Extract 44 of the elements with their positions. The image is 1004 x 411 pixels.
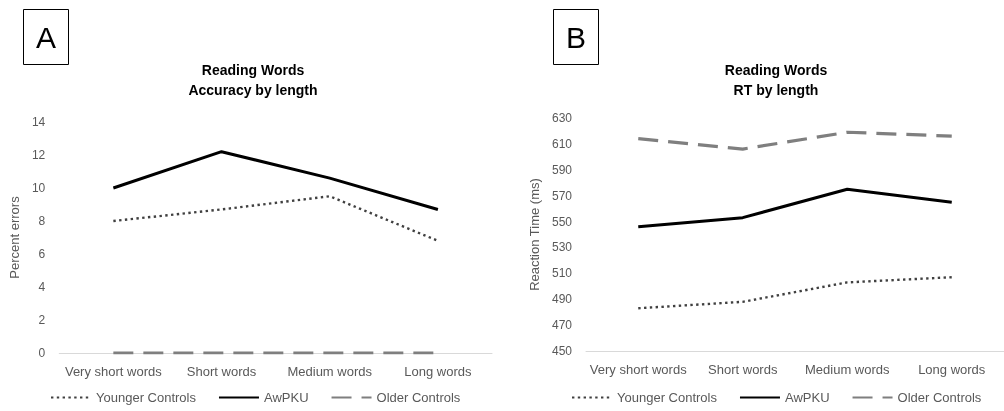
y-tick-label: 14 <box>31 115 46 129</box>
y-tick-label: 510 <box>551 266 573 281</box>
y-tick-label: 6 <box>38 247 46 261</box>
x-tick-label: Medium words <box>287 364 373 379</box>
y-tick-label: 610 <box>551 136 573 151</box>
y-tick-label: 470 <box>551 318 573 333</box>
chart-title: Reading Words <box>724 62 828 78</box>
x-tick-label: Very short words <box>589 362 688 377</box>
y-tick-label: 12 <box>31 148 46 162</box>
y-tick-label: 8 <box>38 214 46 228</box>
x-tick-label: Short words <box>186 364 257 379</box>
y-tick-label: 530 <box>551 240 573 255</box>
chart-title: Reading Words <box>201 62 305 78</box>
y-tick-label: 0 <box>38 346 46 360</box>
y-tick-label: 630 <box>551 111 573 125</box>
line-series <box>636 187 954 229</box>
y-tick-label: 590 <box>551 162 573 177</box>
legend-label: AwPKU <box>784 390 830 405</box>
text: A <box>36 20 57 54</box>
chart-subtitle: Accuracy by length <box>188 82 318 98</box>
x-tick-label: Long words <box>404 364 473 379</box>
chart-subtitle: RT by length <box>733 82 819 98</box>
legend-label: Younger Controls <box>617 390 718 405</box>
x-tick-label: Medium words <box>804 362 891 377</box>
y-axis-title: Percent errors <box>7 195 22 279</box>
x-tick-label: Short words <box>708 362 778 377</box>
text: B <box>566 20 587 54</box>
y-tick-label: 4 <box>38 280 46 294</box>
line-series <box>636 130 954 151</box>
y-tick-label: 2 <box>38 313 46 327</box>
y-tick-label: 490 <box>551 292 573 307</box>
legend-label: AwPKU <box>263 390 309 405</box>
y-tick-label: 550 <box>551 214 573 229</box>
legend-label: Older Controls <box>376 390 461 405</box>
y-axis-title: Reaction Time (ms) <box>527 178 543 291</box>
legend-label: Older Controls <box>897 390 982 405</box>
line-series <box>637 276 953 310</box>
line-series <box>111 150 440 211</box>
x-tick-label: Long words <box>918 362 986 377</box>
legend-label: Younger Controls <box>96 390 197 405</box>
x-tick-label: Very short words <box>64 364 163 379</box>
y-tick-label: 450 <box>551 344 573 358</box>
y-tick-label: 10 <box>31 181 46 195</box>
y-tick-label: 570 <box>551 188 573 203</box>
